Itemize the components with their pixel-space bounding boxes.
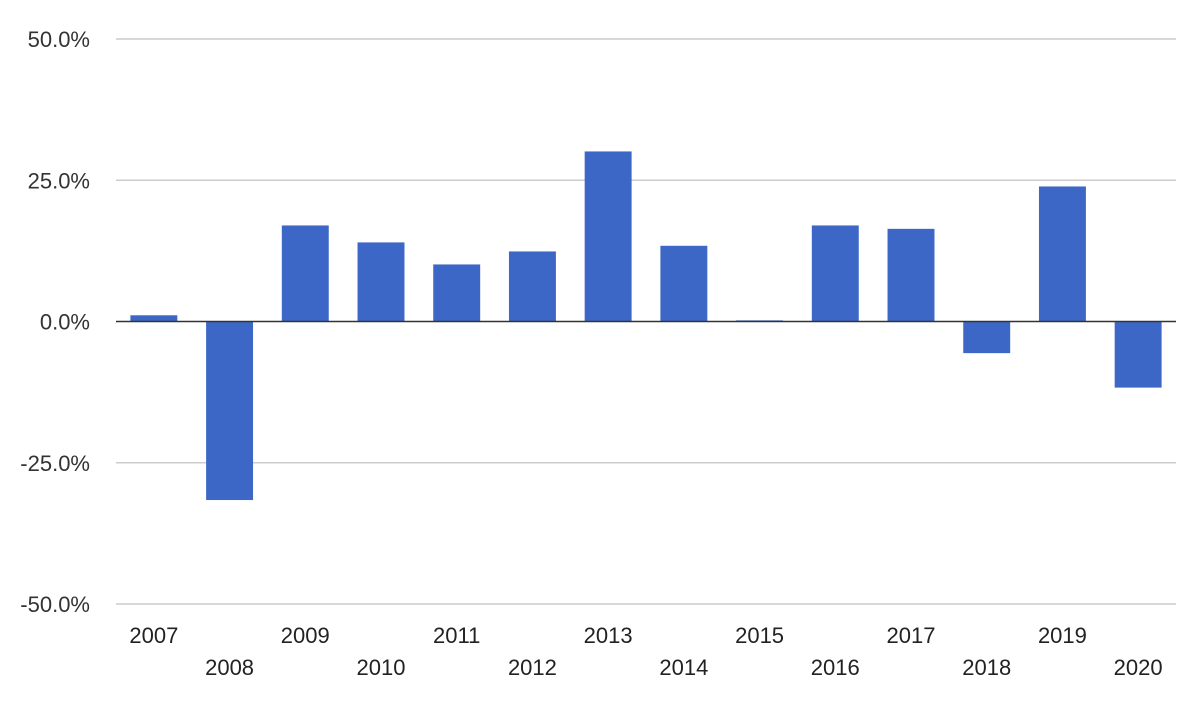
y-tick-label: 50.0%	[28, 27, 90, 52]
gridlines	[116, 38, 1176, 605]
bar-2018	[963, 321, 1011, 354]
bar-2020	[1114, 321, 1162, 388]
x-tick-label: 2012	[508, 655, 557, 680]
y-tick-label: 0.0%	[40, 310, 90, 335]
bar-2017	[887, 228, 935, 322]
bar-2016	[811, 225, 859, 322]
bar-2019	[1038, 186, 1086, 322]
x-tick-label: 2011	[433, 623, 480, 648]
bar-2011	[433, 264, 481, 322]
x-tick-label: 2007	[129, 623, 178, 648]
bar-2010	[357, 242, 405, 322]
x-axis-category-labels: 2007 2008 2009 2010 2011 2012 2013 2014 2015 2016…	[129, 623, 1162, 680]
bar-2012	[508, 251, 556, 322]
x-tick-label: 2015	[735, 623, 784, 648]
x-tick-label: 2014	[659, 655, 708, 680]
y-tick-label: 25.0%	[28, 168, 90, 193]
y-tick-label: -50.0%	[20, 592, 90, 617]
bar-2007	[130, 315, 178, 322]
x-tick-label: 2016	[811, 655, 860, 680]
x-tick-label: 2018	[962, 655, 1011, 680]
bar-2014	[660, 245, 708, 322]
y-tick-label: -25.0%	[20, 451, 90, 476]
x-tick-label: 2019	[1038, 623, 1087, 648]
x-tick-label: 2008	[205, 655, 254, 680]
x-tick-label: 2013	[584, 623, 633, 648]
bar-2008	[206, 321, 254, 501]
bar-2009	[281, 225, 329, 322]
bar-2013	[584, 151, 632, 322]
x-tick-label: 2017	[887, 623, 936, 648]
bars	[130, 151, 1162, 501]
x-tick-label: 2020	[1114, 655, 1163, 680]
x-tick-label: 2010	[357, 655, 406, 680]
y-axis-tick-labels: 50.0% 25.0% 0.0% -25.0% -50.0%	[20, 27, 90, 617]
x-tick-label: 2009	[281, 623, 330, 648]
